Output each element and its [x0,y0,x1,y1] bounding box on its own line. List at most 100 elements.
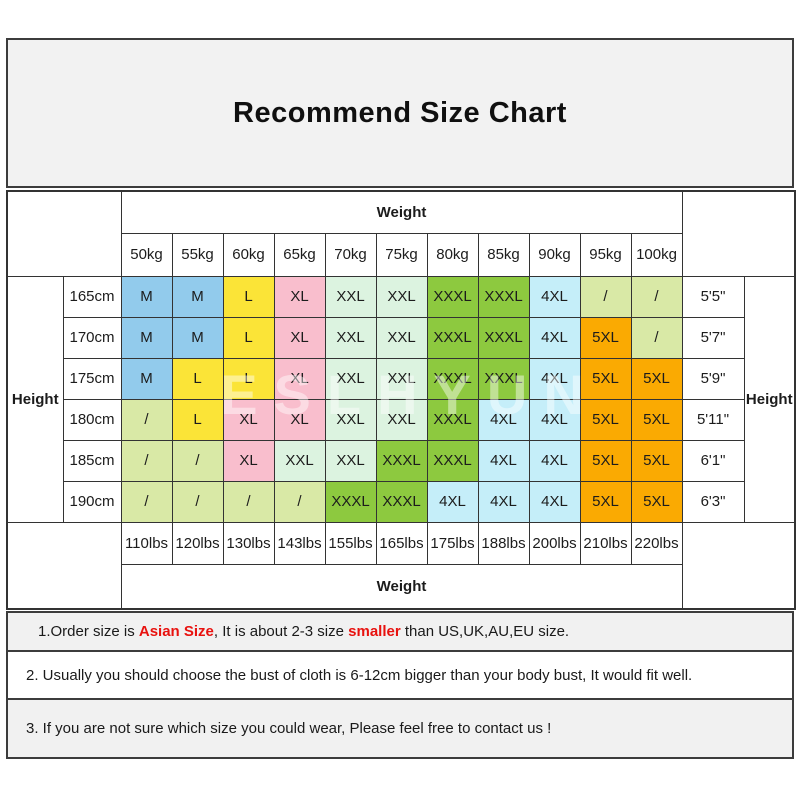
size-cell: 4XL [528,480,581,523]
size-cell: XXL [375,316,428,359]
size-cell: XXL [375,357,428,400]
size-cell: XXXL [375,439,428,482]
kg-header-cell: 55kg [171,232,224,277]
size-cell: / [120,480,173,523]
size-cell: 4XL [477,480,530,523]
size-chart-table: Weight 50kg 55kg 60kg 65kg 70kg 75kg 80kg 85kg 9… [6,190,797,610]
height-cm-cell: 185cm [62,439,122,482]
size-cell: / [120,439,173,482]
size-cell: XXL [375,398,428,441]
size-cell: XXL [324,316,377,359]
weight-header-top: Weight [120,190,683,234]
height-row-185cm: 185cm / / XL XXL XXL XXXL XXXL 4XL 4XL 5XL 5XL 6'1" [7,439,795,482]
height-imperial-cell: 5'9" [681,357,745,400]
height-imperial-cell: 5'11" [681,398,745,441]
kg-header-cell: 75kg [375,232,428,277]
height-imperial-cell: 5'5" [681,275,745,318]
asian-size-highlight: Asian Size [138,623,214,640]
size-cell: 4XL [528,398,581,441]
height-cm-cell: 175cm [62,357,122,400]
size-cell: XXXL [477,316,530,359]
size-cell: M [171,275,224,318]
size-cell: XXXL [375,480,428,523]
size-cell: / [273,480,326,523]
height-row-180cm: 180cm / L XL XL XXL XXL XXXL 4XL 4XL 5XL 5XL 5'11" [7,398,795,441]
size-cell: 4XL [477,439,530,482]
size-cell: XXL [324,357,377,400]
lbs-header-cell: 120lbs [171,521,224,565]
size-cell: L [222,275,275,318]
size-cell: XL [273,316,326,359]
size-cell: XL [273,398,326,441]
lbs-header-cell: 200lbs [528,521,581,565]
size-cell: XXL [375,275,428,318]
height-label-right: Height [743,275,796,523]
size-cell: XXXL [426,398,479,441]
kg-header-cell: 50kg [120,232,173,277]
size-cell: 4XL [528,439,581,482]
note-asian-size: 1.Order size is Asian Size, It is about … [6,611,794,652]
lbs-header-cell: 143lbs [273,521,326,565]
size-cell: / [171,439,224,482]
size-cell: XXXL [426,357,479,400]
height-row-190cm: 190cm / / / / XXXL XXXL 4XL 4XL 4XL 5XL 5XL 6'3" [7,480,795,523]
height-cm-cell: 180cm [62,398,122,441]
height-imperial-cell: 6'3" [681,480,745,523]
lbs-header-cell: 110lbs [120,521,173,565]
lbs-header-cell: 130lbs [222,521,275,565]
size-cell: XL [273,275,326,318]
size-cell: XXXL [477,357,530,400]
lbs-header-cell: 220lbs [630,521,683,565]
size-cell: L [222,357,275,400]
size-cell: XXXL [477,275,530,318]
size-cell: 5XL [630,398,683,441]
size-cell: XXXL [426,439,479,482]
bottom-left-corner-cell [6,521,122,610]
size-cell: / [579,275,632,318]
size-cell: M [120,357,173,400]
height-row-165cm: Height 165cm M M L XL XXL XXL XXXL XXXL 4XL //5'5" H… [6,275,796,523]
weight-header-bottom: Weight [120,563,683,610]
kg-header-cell: 65kg [273,232,326,277]
kg-header-cell: 100kg [630,232,683,277]
size-cell: 5XL [579,398,632,441]
size-cell: L [171,357,224,400]
size-cell: XXL [324,439,377,482]
top-right-corner-cell [681,190,796,277]
note-contact-us: 3. If you are not sure which size you co… [6,698,794,759]
note-3-text: 3. If you are not sure which size you co… [26,720,552,737]
size-cell: 4XL [426,480,479,523]
size-cell: XXL [324,275,377,318]
kg-header-cell: 80kg [426,232,479,277]
size-cell: M [171,316,224,359]
size-cell: XXXL [426,316,479,359]
size-cell: 4XL [528,316,581,359]
page-title: Recommend Size Chart [233,96,567,129]
lbs-header-cell: 188lbs [477,521,530,565]
lbs-header-cell: 155lbs [324,521,377,565]
size-cell: XL [273,357,326,400]
size-cell: 5XL [630,357,683,400]
size-cell: XXXL [324,480,377,523]
top-left-corner-cell [6,190,122,277]
size-cell: 4XL [528,275,581,318]
size-cell: 5XL [579,439,632,482]
height-row-175cm: 175cm M L L XL XXL XXL XXXL XXXL 4XL 5XL 5XL 5'9" [7,357,795,400]
size-cell: XXL [273,439,326,482]
smaller-highlight: smaller [348,623,401,640]
size-cell: 5XL [630,480,683,523]
note-bust-advice: 2. Usually you should choose the bust of… [6,650,794,700]
size-cell: / [222,480,275,523]
size-cell: 4XL [528,357,581,400]
note-2-text: 2. Usually you should choose the bust of… [26,666,693,684]
kg-header-cell: 95kg [579,232,632,277]
size-cell: M [120,275,173,318]
size-cell: XXL [324,398,377,441]
size-cell: / [120,398,173,441]
size-cell: XL [222,439,275,482]
height-label-left: Height [6,275,64,523]
size-cell: M [120,316,173,359]
size-cell: 5XL [579,480,632,523]
kg-header-cell: 85kg [477,232,530,277]
size-cell: / [630,316,683,359]
